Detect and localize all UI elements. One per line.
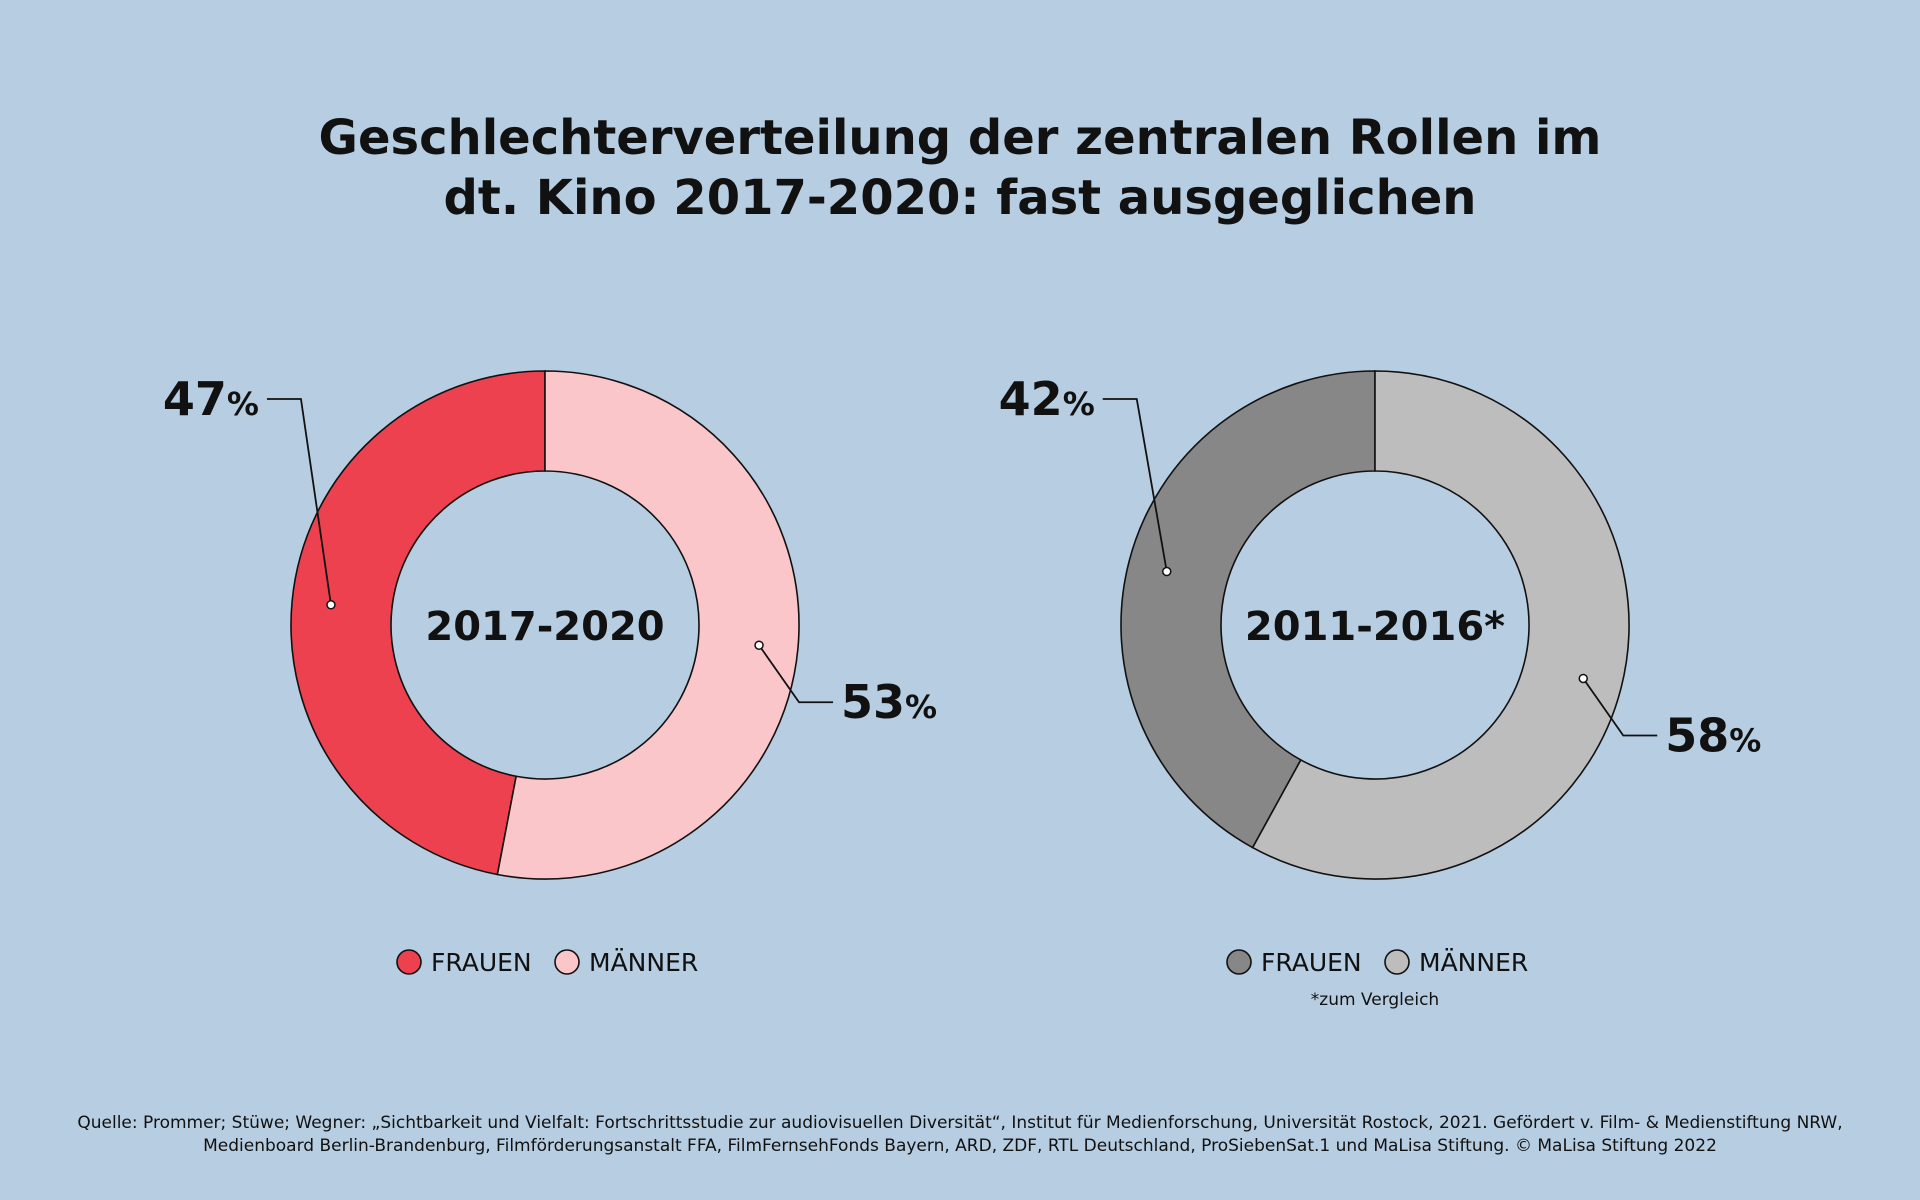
callout-line-männer-1 <box>1582 677 1658 737</box>
legend-label-männer-0: MÄNNER <box>589 948 698 977</box>
chart-title-line-1: Geschlechterverteilung der zentralen Rol… <box>318 110 1602 166</box>
slice-frauen-1 <box>1120 370 1376 849</box>
callout-line-frauen-0 <box>266 398 332 605</box>
source-footer: Quelle: Prommer; Stüwe; Wegner: „Sichtba… <box>0 1112 1920 1158</box>
legend-swatch-frauen-0 <box>396 949 422 975</box>
legend-swatch-männer-0 <box>554 949 580 975</box>
callout-dot-frauen-0 <box>326 600 336 610</box>
center-label-0: 2017-2020 <box>425 604 664 650</box>
center-label-1: 2011-2016* <box>1245 604 1505 650</box>
callout-dot-frauen-1 <box>1162 566 1172 577</box>
slice-maenner-0 <box>496 370 800 880</box>
legend-label-männer-1: MÄNNER <box>1419 948 1528 977</box>
chart-title: Geschlechterverteilung der zentralen Rol… <box>0 108 1920 228</box>
chart-title-line-2: dt. Kino 2017-2020: fast ausgeglichen <box>443 170 1477 226</box>
data-label-männer-0: 53% <box>841 675 937 729</box>
legend-swatch-frauen-1 <box>1226 949 1252 975</box>
source-line-2: Medienboard Berlin-Brandenburg, Filmförd… <box>203 1136 1717 1156</box>
slice-maenner-1 <box>1251 370 1630 880</box>
callout-line-frauen-1 <box>1102 398 1168 572</box>
chart-note-1: *zum Vergleich <box>1311 990 1439 1010</box>
legend-swatch-männer-1 <box>1384 949 1410 975</box>
legend-label-frauen-1: FRAUEN <box>1261 948 1362 977</box>
data-label-frauen-1: 42% <box>999 372 1095 426</box>
callout-line-männer-0 <box>758 644 834 704</box>
callout-dot-männer-0 <box>754 640 764 650</box>
slice-frauen-0 <box>290 370 546 876</box>
source-line-1: Quelle: Prommer; Stüwe; Wegner: „Sichtba… <box>77 1113 1843 1133</box>
legend-label-frauen-0: FRAUEN <box>431 948 532 977</box>
data-label-männer-1: 58% <box>1665 708 1761 762</box>
data-label-frauen-0: 47% <box>163 372 259 426</box>
callout-dot-männer-1 <box>1578 673 1588 684</box>
